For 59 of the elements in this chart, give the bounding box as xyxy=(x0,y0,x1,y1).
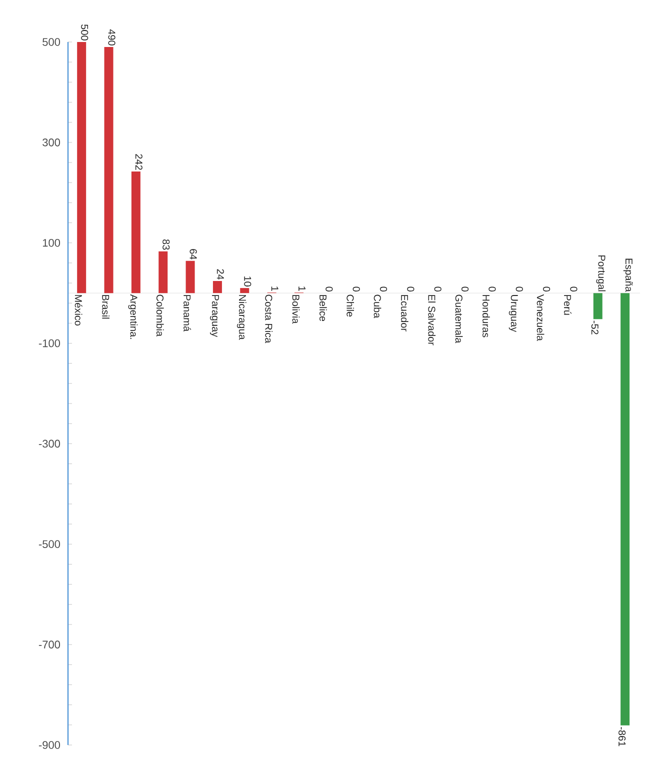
y-tick-label: 300 xyxy=(42,138,60,146)
x-tick-label: Uruguay xyxy=(508,295,518,332)
x-tick-label: Costa Rica xyxy=(265,294,272,344)
bar xyxy=(186,260,195,294)
data-label: 0 xyxy=(543,286,550,292)
x-tick-label: Guatemala xyxy=(455,294,463,344)
data-label: 0 xyxy=(516,286,523,292)
x-tick-label: Portugal xyxy=(596,255,606,292)
data-label: 0 xyxy=(434,286,442,292)
x-tick-label: Perú xyxy=(564,295,572,315)
data-label: -861 xyxy=(618,727,626,746)
x-tick-label: Bolivia xyxy=(292,295,300,324)
x-tick-label: Chile xyxy=(346,294,354,317)
x-tick-label: Colombia xyxy=(156,294,164,336)
data-label: -52 xyxy=(591,320,598,334)
data-label: 83 xyxy=(162,240,170,250)
data-label: 24 xyxy=(216,269,224,280)
data-label: 1 xyxy=(298,286,306,291)
bar xyxy=(131,172,140,294)
x-tick-label: Brasil xyxy=(102,295,110,319)
bar xyxy=(212,281,222,294)
bar xyxy=(240,288,250,294)
x-tick-label: Paraguay xyxy=(210,295,219,338)
x-tick-label: Honduras xyxy=(482,295,490,338)
y-tick-label: -700 xyxy=(38,640,60,648)
x-tick-label: Cuba xyxy=(374,294,382,318)
x-tick-label: Argentina. xyxy=(128,294,138,339)
data-label: 10 xyxy=(244,276,252,286)
data-label: 64 xyxy=(190,249,197,260)
data-label: 500 xyxy=(81,24,88,40)
data-label: 490 xyxy=(108,29,116,46)
y-tick-label: 100 xyxy=(42,238,60,247)
data-label: 0 xyxy=(461,286,469,292)
x-tick-label: Venezuela xyxy=(536,294,544,341)
x-tick-label: Nicaragua xyxy=(236,295,246,340)
x-tick-label: México xyxy=(74,295,82,326)
data-label: 0 xyxy=(570,286,578,292)
bar xyxy=(158,251,168,294)
x-tick-label: El Salvador xyxy=(428,295,436,346)
data-label: 0 xyxy=(407,286,414,292)
y-tick-label: -900 xyxy=(38,741,60,749)
x-tick-label: Panamá xyxy=(184,295,192,332)
data-label: 0 xyxy=(488,286,496,292)
data-label: 0 xyxy=(380,286,388,292)
data-label: 0 xyxy=(326,286,333,292)
y-tick-label: -500 xyxy=(38,540,60,548)
y-tick-label: -100 xyxy=(38,339,60,348)
data-label: 0 xyxy=(352,286,360,292)
bar xyxy=(620,293,630,726)
bar xyxy=(593,293,602,320)
data-label: 1 xyxy=(271,286,278,291)
bar xyxy=(104,47,114,294)
x-tick-label: Ecuador xyxy=(401,295,408,332)
bar xyxy=(77,42,86,294)
x-tick-label: España xyxy=(623,258,633,292)
y-tick-label: -300 xyxy=(38,440,60,448)
y-tick-label: 500 xyxy=(42,38,60,46)
data-label: 242 xyxy=(135,154,142,170)
x-tick-label: Belice xyxy=(319,295,327,322)
